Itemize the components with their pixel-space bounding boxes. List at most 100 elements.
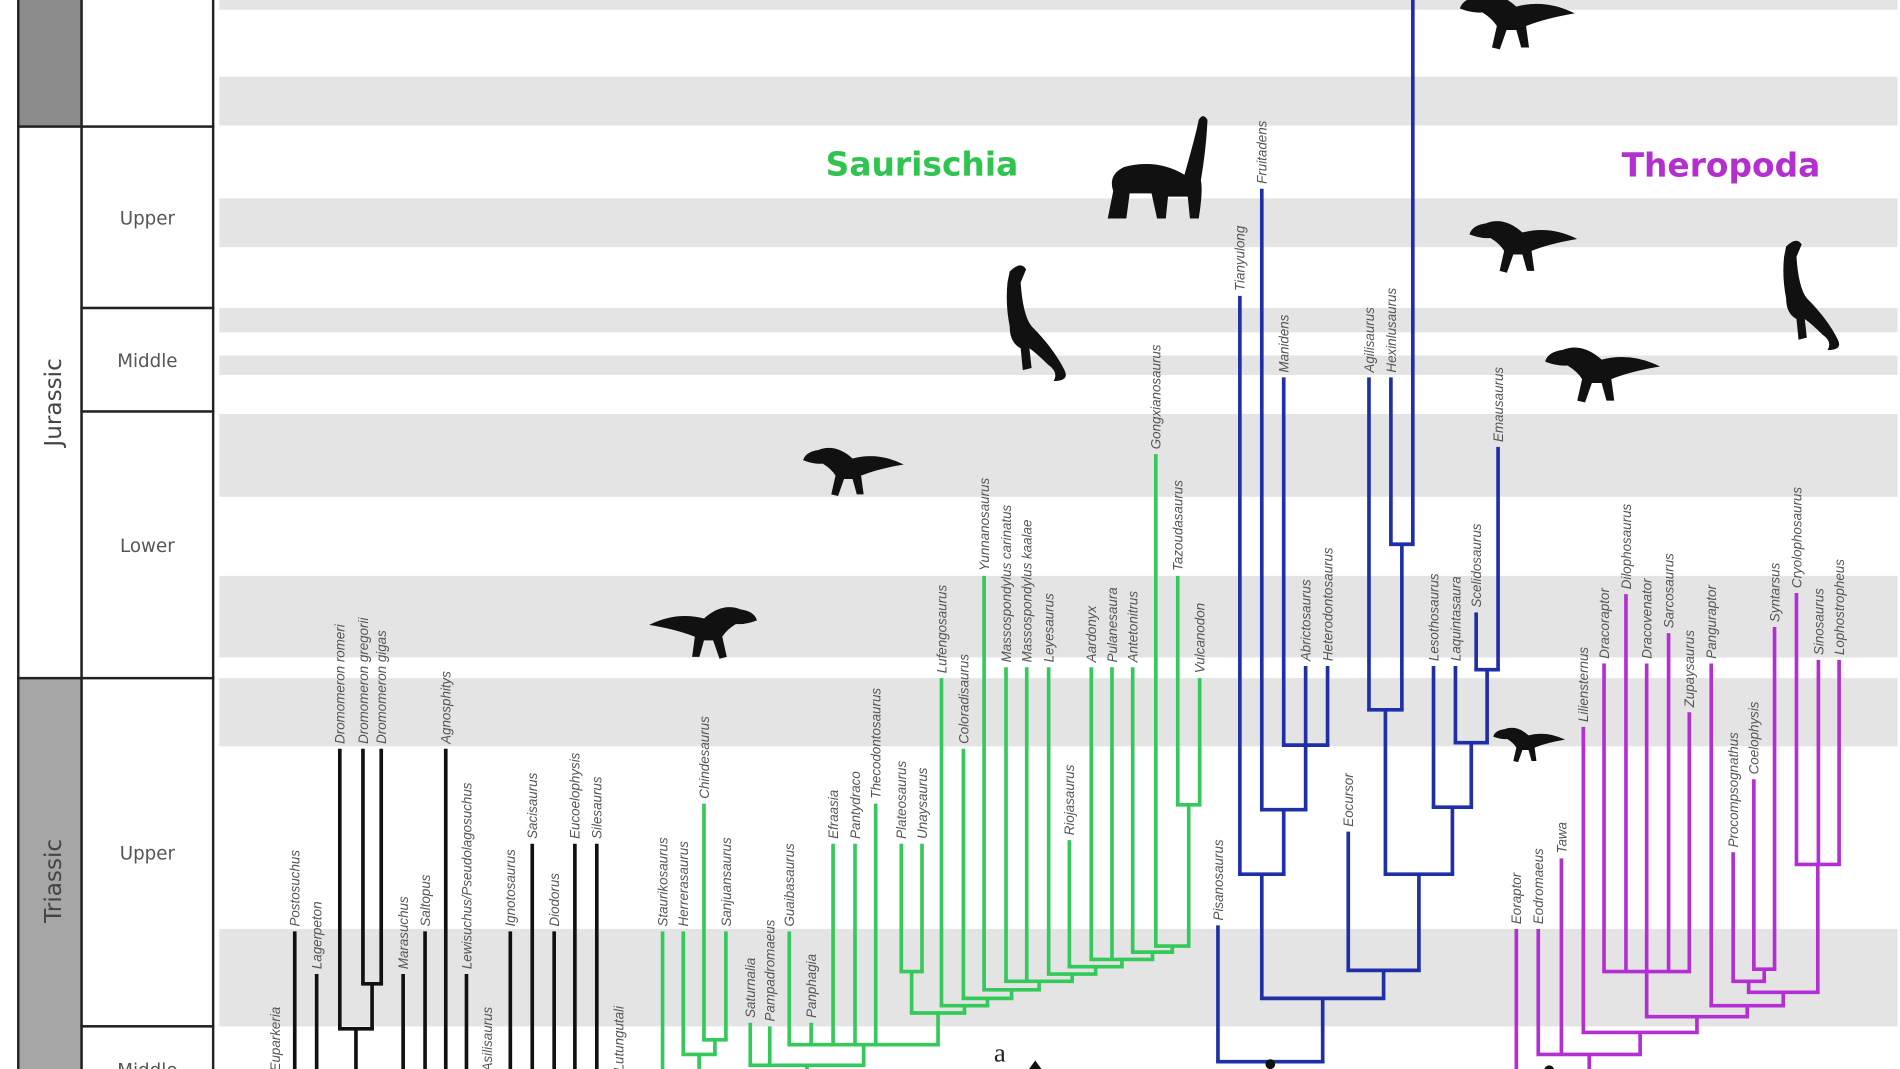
period-label: Triassic: [41, 839, 67, 924]
taxon-label: Eucoelophysis: [568, 752, 583, 839]
taxon-label: Dracovenator: [1640, 578, 1655, 659]
taxon-label: Asilisaurus: [480, 1006, 495, 1069]
node-label-a: a: [994, 1038, 1006, 1068]
taxon-label: Lesothosaurus: [1426, 573, 1441, 661]
taxon-label: Sinosaurus: [1811, 588, 1826, 655]
taxon-label: Coelophysis: [1747, 701, 1762, 774]
tyrannosaur-silhouette: [649, 607, 757, 659]
taxon-label: Lewisuchus/Pseudolagosuchus: [459, 782, 474, 969]
taxon-label: Eocursor: [1341, 773, 1356, 827]
clade-label-saurischia: Saurischia: [826, 144, 1019, 183]
taxon-label: Fruitadens: [1255, 120, 1270, 183]
node-dot: [1544, 1065, 1554, 1069]
taxon-label: Coloradisaurus: [956, 654, 971, 744]
period-box: [17, 0, 83, 128]
epoch-box: [80, 0, 215, 128]
cladogram: [292, 0, 1841, 1069]
taxon-label: Sacisaurus: [525, 772, 540, 838]
taxon-label: Antetonitrus: [1126, 591, 1141, 664]
clade-label-theropoda: Theropoda: [1622, 146, 1821, 185]
time-band: [219, 76, 1898, 126]
taxon-label: Euparkeria: [268, 1007, 283, 1069]
node-dot: [1265, 1059, 1276, 1069]
taxon-label: Pisanosaurus: [1211, 839, 1226, 920]
taxon-label: Lufengosaurus: [934, 585, 949, 674]
taxon-label: Dromomeron gregorii: [356, 617, 371, 744]
epoch-label: Middle: [117, 351, 177, 372]
epoch-label: Middle: [117, 1060, 177, 1069]
taxon-label: Saltopus: [418, 874, 433, 926]
taxon-label: Eodromaeus: [1531, 848, 1546, 924]
epoch-box: [80, 125, 215, 310]
theropod-silhouette: [1459, 0, 1575, 50]
taxon-label: Lagerpeton: [310, 901, 325, 969]
taxon-label: Postosuchus: [288, 850, 303, 927]
node-triangle-marker: [1029, 1060, 1042, 1069]
taxon-label: Efraasia: [826, 790, 841, 839]
taxon-label: Saturnalia: [743, 958, 758, 1018]
taxon-label: Abrictosaurus: [1299, 579, 1314, 662]
theropod-silhouette: [1469, 221, 1578, 273]
taxon-label: Pulanesaura: [1105, 587, 1120, 662]
taxon-label: Massospondylus carinatus: [999, 504, 1014, 662]
taxon-label: Liliensternus: [1576, 647, 1591, 722]
taxon-label: Guaibasaurus: [782, 843, 797, 927]
taxon-label: Dilophosaurus: [1619, 503, 1634, 589]
taxon-label: Tawa: [1554, 822, 1569, 853]
taxon-label: Leyesaurus: [1042, 593, 1057, 662]
taxon-label: Scelidosaurus: [1469, 523, 1484, 607]
epoch-box: [80, 1025, 215, 1069]
taxon-label: Marasuchus: [396, 896, 411, 969]
taxon-label: Syntarsus: [1767, 562, 1782, 622]
time-band: [219, 198, 1898, 248]
prosauropod-silhouette: [803, 447, 904, 497]
taxon-label: Riojasaurus: [1062, 764, 1077, 835]
taxon-label: Plateosaurus: [894, 761, 909, 839]
taxon-label: Dromomeron gigas: [374, 630, 389, 744]
taxon-label: Gongxianosaurus: [1149, 344, 1164, 449]
taxon-labels: Euparkeria Postosuchus Lagerpeton Dromomero…: [268, 120, 1847, 1069]
taxon-label: Tazoudasaurus: [1171, 480, 1186, 571]
taxon-label: Cryolophosaurus: [1789, 487, 1804, 588]
time-band: [219, 928, 1898, 1027]
taxon-label: Hexinlusaurus: [1384, 288, 1399, 373]
taxon-label: Agnosphitys: [439, 671, 454, 745]
taxon-label: Dromomeron romeri: [333, 623, 348, 744]
time-band: [219, 575, 1898, 658]
taxon-label: Procompsognathus: [1726, 732, 1741, 848]
time-band: [219, 0, 1898, 10]
taxon-label: Lophostropheus: [1832, 559, 1847, 655]
period-box: [17, 125, 83, 680]
theropod-silhouette: [1545, 347, 1661, 403]
time-band: [219, 413, 1898, 497]
taxon-label: Silesaurus: [590, 776, 605, 839]
period-box: [17, 676, 83, 1069]
epoch-label: Upper: [120, 209, 176, 230]
period-label: Jurassic: [41, 358, 67, 448]
taxon-label: Herrerasaurus: [676, 841, 691, 927]
taxon-label: Ignotosaurus: [503, 849, 518, 927]
taxon-label: Thecodontosaurus: [869, 688, 884, 799]
taxon-label: Aardonyx: [1084, 605, 1099, 664]
taxon-label: Pampadromaeus: [763, 919, 778, 1021]
taxon-label: Massospondylus kaalae: [1020, 520, 1035, 663]
taxon-label: Laquintasaura: [1448, 576, 1463, 661]
taxon-label: Sanjuansaurus: [719, 837, 734, 927]
taxon-label: Eoraptor: [1509, 872, 1524, 924]
taxon-label: Agilisaurus: [1362, 307, 1377, 374]
time-bands: [219, 0, 1898, 1027]
time-band: [219, 678, 1898, 747]
taxon-label: Vulcanodon: [1193, 603, 1208, 673]
epoch-label: Upper: [120, 844, 176, 865]
taxon-label: Zupaysaurus: [1682, 630, 1697, 709]
epoch-box: [80, 676, 215, 1028]
taxon-label: Sarcosaurus: [1661, 553, 1676, 628]
taxon-label: Emausaurus: [1491, 367, 1506, 442]
heterodontosaur-silhouette: [1493, 727, 1566, 763]
epoch-box: [80, 410, 215, 680]
geologic-timescale: Jurassic Triassic Upper Middle Lower Upper Mid…: [17, 0, 215, 1069]
taxon-label: Panguraptor: [1704, 585, 1719, 659]
taxon-label: Dracoraptor: [1597, 588, 1612, 659]
time-band: [219, 308, 1898, 333]
